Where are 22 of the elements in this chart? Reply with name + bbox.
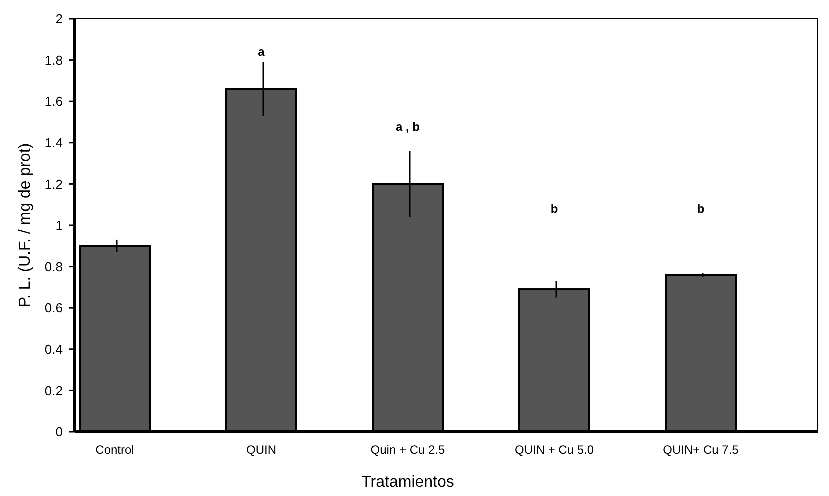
y-tick-label: 0.2 [44, 383, 63, 398]
x-tick-label: QUIN+ Cu 7.5 [663, 443, 740, 457]
y-tick-label: 1.4 [44, 135, 63, 150]
y-tick-label: 0 [56, 424, 63, 440]
annotation: b [550, 202, 558, 216]
y-tick-label: 0.6 [44, 300, 63, 316]
annotation: a [258, 45, 266, 60]
x-tick-label: Quin + Cu 2.5 [370, 443, 446, 457]
y-tick-label: 0.8 [44, 259, 63, 274]
y-tick-label: 1 [56, 218, 63, 234]
y-tick-label: 2 [56, 12, 63, 27]
annotation: a , b [396, 120, 420, 134]
x-axis-title: Tratamientos [362, 474, 454, 491]
annotation: b [697, 202, 705, 216]
x-tick-label: Control [96, 443, 134, 457]
y-tick-label: 1.6 [44, 94, 63, 110]
y-tick-label: 1.2 [44, 176, 63, 192]
y-axis-title: P. L. (U.F. / mg de prot) [17, 143, 34, 308]
y-tick-label: 0.4 [44, 342, 63, 357]
y-tick-label: 1.8 [44, 52, 63, 68]
x-tick-label: QUIN [246, 443, 276, 457]
x-tick-label: QUIN + Cu 5.0 [514, 443, 594, 457]
